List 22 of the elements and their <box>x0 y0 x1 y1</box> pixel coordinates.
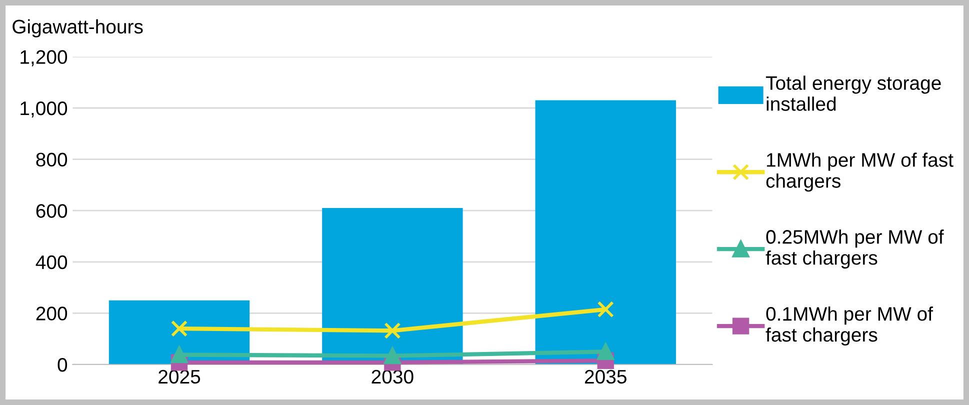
y-axis-title: Gigawatt-hours <box>12 19 143 38</box>
point <box>597 343 614 360</box>
point <box>597 301 614 318</box>
y-tick-label: 200 <box>36 306 68 320</box>
x-tick-label: 2030 <box>372 370 414 384</box>
x-tick-label: 2035 <box>584 370 626 384</box>
y-tick-label: 400 <box>36 255 68 270</box>
legend-label: 0.25MWh per MW of fast chargers <box>766 230 944 269</box>
y-tick-label: 1,000 <box>20 101 68 118</box>
y-tick-label: 600 <box>36 204 68 218</box>
legend-label: 1MWh per MW of fast chargers <box>766 152 954 192</box>
point <box>170 346 188 364</box>
point <box>384 322 401 339</box>
y-tick-label: 800 <box>36 152 68 167</box>
point <box>170 320 188 337</box>
y-tick-label: 0 <box>58 358 68 372</box>
bar <box>535 100 676 364</box>
x-tick-label: 2025 <box>158 370 200 384</box>
legend-label: 0.1MWh per MW of fast chargers <box>766 306 934 346</box>
legend-label: Total energy storage installed <box>766 76 941 111</box>
y-tick-label: 1,200 <box>20 50 68 66</box>
point <box>384 347 401 364</box>
